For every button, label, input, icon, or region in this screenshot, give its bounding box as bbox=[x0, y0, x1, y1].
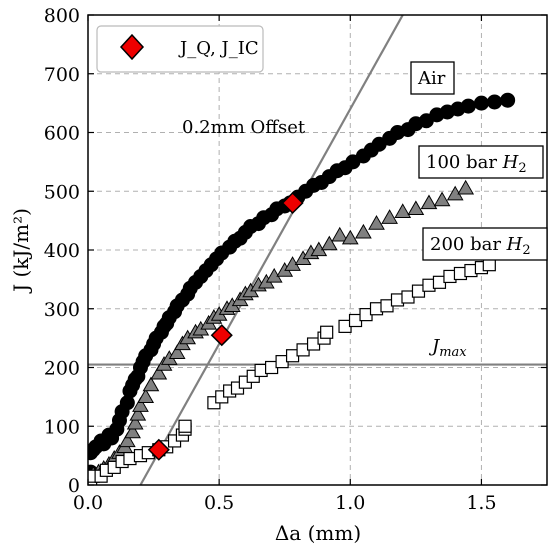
point-h2-100 bbox=[126, 414, 144, 430]
point-h2-100 bbox=[433, 191, 451, 207]
x-axis-title: Δa (mm) bbox=[275, 521, 361, 545]
y-tick-label: 700 bbox=[44, 64, 80, 86]
point-h2-100 bbox=[129, 405, 147, 421]
point-h2-100 bbox=[168, 344, 186, 359]
x-tick-label: 1.0 bbox=[335, 492, 365, 514]
annotation-air-box: Air bbox=[410, 61, 455, 95]
point-jq bbox=[147, 438, 170, 461]
ticks: 0.0 0.5 1.0 1.5 0 100 200 300 400 500 600 700 800 bbox=[44, 5, 547, 514]
y-axis-title: J (kJ/m²) bbox=[9, 208, 33, 294]
y-tick-label: 0 bbox=[68, 475, 80, 497]
y-tick-label: 200 bbox=[44, 358, 80, 380]
annotation-100bar: 100 bar bbox=[426, 152, 497, 173]
annotation-200bar-box: 200 bar H2 bbox=[422, 227, 548, 261]
point-h2-100 bbox=[331, 226, 349, 242]
annotation-200bar-sub: 2 bbox=[522, 243, 530, 258]
legend-jq-marker bbox=[119, 33, 145, 61]
y-tick-label: 400 bbox=[44, 240, 80, 262]
annotation-offset: 0.2mm Offset bbox=[182, 117, 306, 138]
svg-text:200 bar H2: 200 bar H2 bbox=[430, 234, 531, 258]
point-h2-100 bbox=[341, 229, 359, 245]
point-jq bbox=[281, 191, 304, 215]
point-h2-100 bbox=[118, 432, 136, 448]
annotation-100bar-sub: 2 bbox=[518, 161, 526, 176]
x-tick-label: 0.5 bbox=[204, 492, 234, 514]
y-tick-label: 300 bbox=[44, 299, 80, 321]
point-h2-100 bbox=[320, 235, 338, 251]
point-h2-200 bbox=[320, 325, 334, 339]
point-air bbox=[473, 95, 489, 111]
point-h2-100 bbox=[368, 215, 385, 230]
annotation-air: Air bbox=[417, 68, 446, 89]
annotation-200bar: 200 bar bbox=[430, 234, 501, 255]
y-tick-label: 500 bbox=[44, 181, 80, 203]
annotation-200bar-h: H bbox=[506, 234, 523, 255]
point-h2-100 bbox=[124, 423, 141, 439]
point-h2-100 bbox=[137, 388, 155, 403]
annotation-100bar-box: 100 bar H2 bbox=[418, 145, 544, 179]
point-h2-100 bbox=[407, 200, 425, 215]
point-h2-100 bbox=[394, 203, 412, 218]
point-h2-100 bbox=[132, 397, 149, 412]
point-h2-100 bbox=[420, 194, 438, 210]
point-air bbox=[487, 94, 503, 110]
svg-text:Jmax: Jmax bbox=[428, 336, 467, 360]
offset-line bbox=[139, 15, 404, 485]
jq-layer bbox=[147, 191, 304, 461]
point-h2-100 bbox=[150, 364, 168, 380]
y-tick-label: 800 bbox=[44, 5, 80, 27]
annotation-jmax: J bbox=[428, 336, 441, 357]
y-tick-label: 600 bbox=[44, 123, 80, 145]
legend-jq-label: J_Q, J_IC bbox=[178, 38, 259, 59]
annotation-jmax-sub: max bbox=[439, 345, 467, 360]
svg-text:100 bar H2: 100 bar H2 bbox=[426, 152, 527, 176]
legend-box bbox=[96, 25, 264, 73]
point-air bbox=[460, 98, 476, 114]
point-h2-100 bbox=[355, 223, 372, 239]
point-h2-100 bbox=[457, 179, 475, 195]
point-h2-200 bbox=[178, 419, 192, 433]
x-tick-label: 1.5 bbox=[466, 492, 496, 514]
annotation-100bar-h: H bbox=[502, 152, 519, 173]
legend: J_Q, J_IC bbox=[96, 25, 264, 73]
series-layer bbox=[88, 92, 516, 485]
point-jq bbox=[210, 324, 233, 347]
series-h2-100 bbox=[88, 179, 475, 481]
x-tick-label: 0.0 bbox=[73, 492, 103, 514]
point-air bbox=[500, 92, 516, 108]
point-h2-100 bbox=[142, 376, 160, 392]
series-air bbox=[88, 92, 516, 480]
y-tick-label: 100 bbox=[44, 416, 80, 438]
point-h2-100 bbox=[381, 209, 398, 224]
